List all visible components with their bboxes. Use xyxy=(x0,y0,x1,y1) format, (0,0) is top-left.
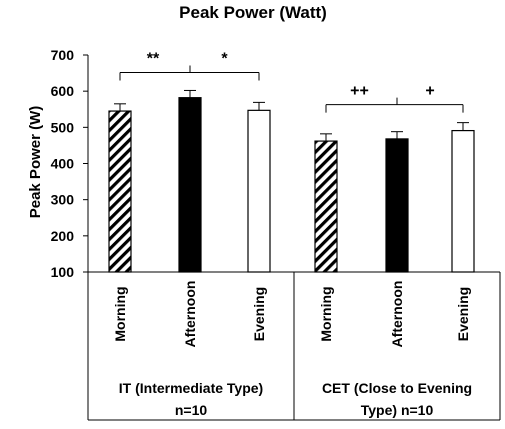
y-tick-label: 700 xyxy=(51,47,75,63)
group-label: CET (Close to Evening xyxy=(322,380,472,396)
bar-morning xyxy=(108,110,132,273)
chart-title: Peak Power (Watt) xyxy=(179,3,327,22)
significance-marker: * xyxy=(221,50,228,67)
group-label: Type) n=10 xyxy=(361,402,434,418)
bar-afternoon xyxy=(385,138,409,273)
category-label: Afternoon xyxy=(389,281,405,348)
category-label: Afternoon xyxy=(182,281,198,348)
y-tick-label: 100 xyxy=(51,264,75,280)
axes: 100 200 300 400 500 600 700 xyxy=(51,47,501,421)
y-axis-label: Peak Power (W) xyxy=(27,106,44,219)
bar-afternoon xyxy=(178,97,202,273)
y-tick-label: 500 xyxy=(51,119,75,135)
group-label: n=10 xyxy=(175,402,208,418)
category-label: Evening xyxy=(251,287,267,341)
category-label: Morning xyxy=(112,286,128,341)
significance-marker: ++ xyxy=(350,83,369,100)
bars xyxy=(108,89,475,273)
significance-marker: ** xyxy=(147,50,160,67)
category-label: Morning xyxy=(318,286,334,341)
category-label: Evening xyxy=(455,287,471,341)
bar-morning xyxy=(314,140,338,273)
significance-marker: + xyxy=(425,83,434,100)
category-labels: Morning Afternoon Evening IT (Intermediate … xyxy=(112,281,472,418)
bar-evening xyxy=(247,109,271,273)
group-label: IT (Intermediate Type) xyxy=(119,380,263,396)
y-tick-label: 600 xyxy=(51,83,75,99)
bar-evening xyxy=(451,129,475,273)
y-tick-label: 200 xyxy=(51,228,75,244)
y-tick-label: 300 xyxy=(51,192,75,208)
significance-brackets: ** *++ + xyxy=(119,50,464,113)
y-tick-label: 400 xyxy=(51,156,75,172)
